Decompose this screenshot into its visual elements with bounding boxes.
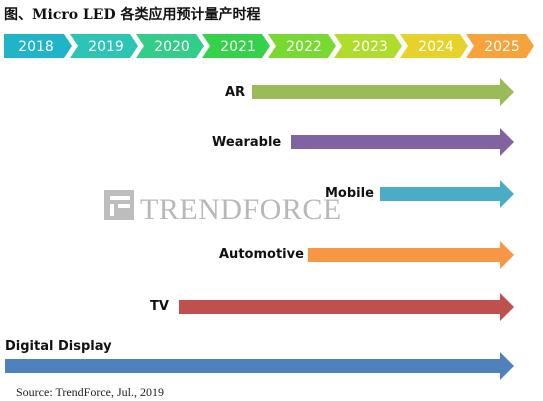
year-label: 2021	[220, 39, 256, 55]
watermark-text: TRENDFORCE	[140, 193, 342, 226]
year-label: 2022	[286, 39, 322, 55]
label-tv: TV	[150, 299, 169, 314]
label-mobile: Mobile	[325, 186, 374, 201]
year-chevron-2019	[70, 34, 138, 58]
arrow-mobile	[380, 180, 514, 208]
chart-title: 图、Micro LED 各类应用预计量产时程	[4, 7, 261, 23]
label-ar: AR	[225, 85, 246, 100]
year-label: 2020	[154, 39, 190, 55]
year-chevron-2021	[202, 34, 270, 58]
arrow-automotive	[308, 241, 514, 269]
label-wearable: Wearable	[212, 135, 282, 150]
year-chevron-2022	[268, 34, 336, 58]
year-chevron-2023	[334, 34, 402, 58]
arrow-tv	[179, 293, 514, 321]
trendforce-watermark: TRENDFORCE	[104, 190, 342, 226]
year-label: 2025	[484, 39, 520, 55]
year-label: 2018	[18, 39, 54, 55]
year-label: 2023	[352, 39, 388, 55]
year-label: 2024	[418, 39, 454, 55]
label-digital-display: Digital Display	[5, 339, 112, 354]
arrow-ar	[252, 78, 514, 106]
year-chevron-2018	[4, 34, 72, 58]
label-automotive: Automotive	[219, 247, 304, 262]
source-note: Source: TrendForce, Jul., 2019	[16, 385, 164, 399]
year-chevron-2020	[136, 34, 204, 58]
year-label: 2019	[88, 39, 124, 55]
arrow-digital-display	[5, 352, 514, 380]
arrow-wearable	[291, 128, 514, 156]
year-chevron-2024	[400, 34, 468, 58]
year-chevron-2025	[466, 34, 534, 58]
